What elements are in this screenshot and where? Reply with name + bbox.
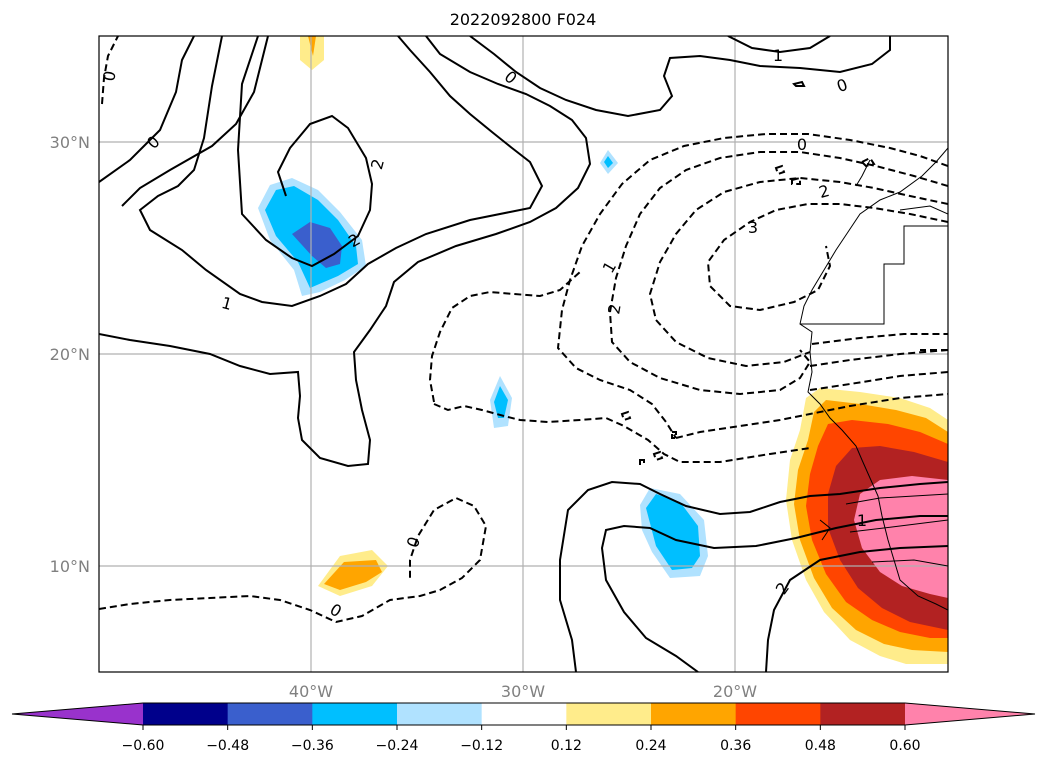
colorbar-segment xyxy=(312,703,398,725)
negative-anomaly-area xyxy=(604,156,613,168)
contour-label: 1 xyxy=(857,511,867,530)
negative-contours xyxy=(99,36,948,624)
colorbar-segment xyxy=(143,703,229,725)
colorbar-tick-label: −0.24 xyxy=(376,738,419,754)
contour-label: 1 xyxy=(773,46,783,65)
colorbar-tick-label: −0.48 xyxy=(206,738,249,754)
contour-label: 2 xyxy=(367,157,388,172)
colorbar-segment xyxy=(481,703,567,725)
lon-label: 40°W xyxy=(289,682,333,701)
coastline xyxy=(799,147,948,611)
lon-label: 20°W xyxy=(713,682,757,701)
lat-label: 10°N xyxy=(50,557,90,576)
positive-anomaly-area xyxy=(854,476,948,598)
map-panel: 0 0 2 2 1 0 1 0 0 2 3 1 2 0 0 1 2 xyxy=(99,36,948,672)
positive-anomaly-area xyxy=(308,36,316,56)
colorbar-tick-label: 0.12 xyxy=(551,738,582,754)
latitude-labels: 30°N 20°N 10°N xyxy=(50,133,90,576)
colorbar-segment xyxy=(735,703,821,725)
colorbar-segment xyxy=(397,703,483,725)
colorbar: −0.60 −0.48 −0.36 −0.24 −0.12 0.12 0.24 0.36 0.4… xyxy=(11,702,1036,754)
colorbar-segment xyxy=(227,703,313,725)
colorbar-tick-label: 0.48 xyxy=(805,738,836,754)
colorbar-extend-min xyxy=(12,703,143,725)
lat-label: 30°N xyxy=(50,133,90,152)
colorbar-segment xyxy=(651,703,737,725)
contour-label: 0 xyxy=(797,135,807,154)
negative-anomaly-area xyxy=(494,386,508,418)
contour-label: 2 xyxy=(817,181,832,202)
shaded-field xyxy=(258,36,948,664)
colorbar-segment xyxy=(820,703,906,725)
colorbar-tick-label: −0.12 xyxy=(460,738,503,754)
positive-anomaly-area xyxy=(324,560,382,590)
contour-labels: 0 0 2 2 1 0 1 0 0 2 3 1 2 0 0 1 2 xyxy=(99,46,867,621)
contour-label: 2 xyxy=(604,302,624,315)
longitude-labels: 40°W 30°W 20°W xyxy=(289,682,757,701)
contour-label: 0 xyxy=(834,75,850,96)
positive-anomaly-area xyxy=(300,36,324,70)
negative-anomaly-area xyxy=(646,494,700,570)
contour-label: 0 xyxy=(501,67,521,88)
contour-label: 1 xyxy=(219,293,234,314)
positive-contours xyxy=(99,36,948,672)
colorbar-tick-label: −0.36 xyxy=(291,738,334,754)
colorbar-tick-label: 0.36 xyxy=(720,738,751,754)
lat-label: 20°N xyxy=(50,345,90,364)
colorbar-tick-label: 0.24 xyxy=(635,738,666,754)
colorbar-segment xyxy=(566,703,652,725)
contour-label: 3 xyxy=(748,218,758,237)
colorbar-tick-label: −0.60 xyxy=(122,738,165,754)
colorbar-tick-label: 0.60 xyxy=(889,738,920,754)
contour-label: 0 xyxy=(403,534,424,550)
plot-frame xyxy=(98,35,949,673)
contour-label: 0 xyxy=(99,69,119,82)
colorbar-extend-max xyxy=(905,703,1035,725)
figure-title: 2022092800 F024 xyxy=(450,10,597,29)
lon-label: 30°W xyxy=(501,682,545,701)
